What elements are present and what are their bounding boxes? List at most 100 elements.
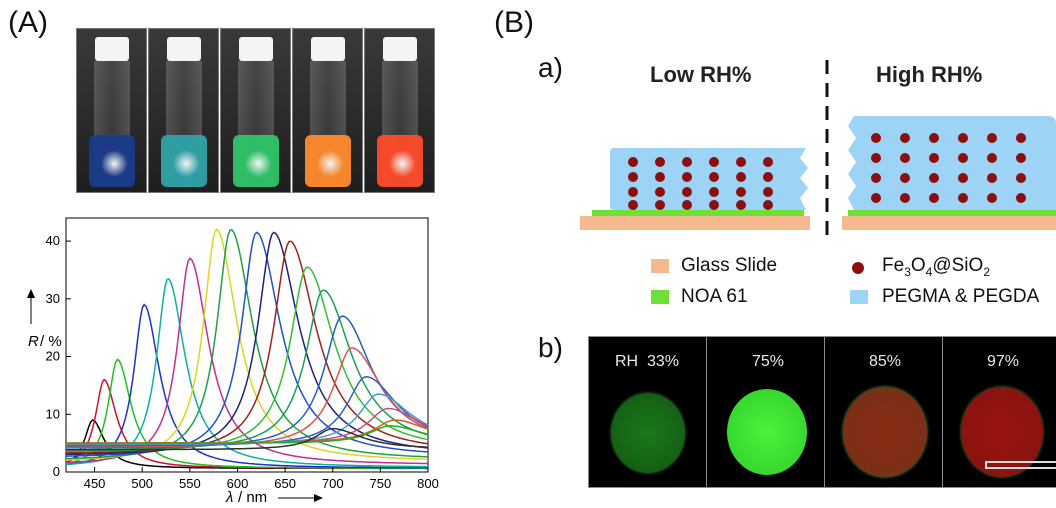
rh-value-33: 33%	[647, 353, 680, 370]
y-axis-label-unit: / %	[40, 333, 62, 350]
particle	[655, 157, 665, 167]
y-tick-label: 30	[46, 291, 60, 306]
vial-liquid	[161, 135, 207, 187]
rh-value-97: 97%	[987, 353, 1020, 370]
x-tick-label: 600	[227, 476, 249, 491]
particle	[871, 193, 881, 203]
spectrum-line	[66, 427, 429, 451]
legend-swatch-particle	[852, 262, 864, 274]
particle	[871, 133, 881, 143]
particle	[900, 133, 910, 143]
legend-label-particle: Fe3O4@SiO2	[882, 255, 990, 279]
panel-a-label: (A)	[8, 6, 48, 39]
vial-photo	[292, 28, 363, 193]
legend-label-hydrogel: PEGMA & PEGDA	[882, 286, 1040, 307]
vial-cap	[95, 37, 129, 61]
particle	[763, 172, 773, 182]
x-tick-label: 550	[179, 476, 201, 491]
y-tick-label: 40	[46, 233, 60, 248]
particle	[1016, 133, 1026, 143]
particle	[929, 153, 939, 163]
panel-b-label: (B)	[494, 6, 534, 39]
x-tick-label: 750	[370, 476, 392, 491]
particle	[900, 173, 910, 183]
glass-slide-high	[842, 216, 1056, 230]
particle	[709, 172, 719, 182]
particle	[987, 133, 997, 143]
vial-liquid	[377, 135, 423, 187]
particle	[628, 200, 638, 210]
x-axis-label-unit: / nm	[238, 489, 267, 506]
particle	[1016, 193, 1026, 203]
particle	[655, 172, 665, 182]
sub-panel-b-label: b)	[538, 332, 563, 363]
spectrum-line	[65, 303, 428, 469]
vial-photo	[364, 28, 435, 193]
low-rh-header: Low RH%	[650, 62, 752, 87]
spectrum-line	[65, 240, 429, 454]
x-tick-label: 450	[84, 476, 106, 491]
x-axis-label-var: λ	[225, 489, 233, 506]
particle	[763, 157, 773, 167]
particle	[682, 172, 692, 182]
particle	[987, 173, 997, 183]
y-tick-label: 10	[46, 406, 60, 421]
sub-panel-a-label: a)	[538, 52, 563, 83]
legend-swatch-glass	[651, 259, 669, 273]
particle	[958, 173, 968, 183]
film-disk-75	[727, 389, 807, 475]
y-tick-label: 20	[46, 349, 60, 364]
particle	[958, 193, 968, 203]
vial-cap	[383, 37, 417, 61]
spectrum-line	[66, 231, 429, 456]
vial-cap	[239, 37, 273, 61]
rh-prefix-label: RH	[615, 353, 639, 370]
vial-cap	[311, 37, 345, 61]
particle	[682, 157, 692, 167]
particle	[682, 200, 692, 210]
particle	[958, 153, 968, 163]
scale-bar	[985, 461, 1056, 469]
y-axis-label-var: R	[28, 333, 39, 350]
vial-photo	[220, 28, 291, 193]
y-tick-label: 0	[53, 464, 60, 479]
x-tick-label: 800	[417, 476, 439, 491]
particle	[709, 200, 719, 210]
spectrum-line	[66, 376, 429, 447]
particle	[1016, 153, 1026, 163]
plot-frame	[65, 217, 429, 473]
legend-label-noa: NOA 61	[681, 286, 748, 307]
humidity-schematic	[580, 60, 1056, 238]
hydrogel-low	[610, 148, 808, 210]
particle	[763, 187, 773, 197]
noa-layer-high	[848, 210, 1056, 216]
particle	[763, 200, 773, 210]
x-tick-label: 700	[322, 476, 344, 491]
high-rh-header: High RH%	[876, 62, 983, 87]
film-photo-75: 75%	[706, 336, 825, 488]
x-axis-arrow	[278, 494, 323, 502]
x-tick-label: 650	[274, 476, 296, 491]
legend-swatch-hydrogel	[850, 290, 868, 304]
particle	[709, 187, 719, 197]
spectrum-line	[65, 228, 429, 460]
particle	[900, 193, 910, 203]
x-tick-label: 500	[131, 476, 153, 491]
particle	[958, 133, 968, 143]
vial-cap	[167, 37, 201, 61]
vial-photo-strip	[76, 28, 436, 193]
rh-value-85: 85%	[869, 353, 902, 370]
glass-slide-low	[580, 216, 810, 230]
vial-liquid	[233, 135, 279, 187]
particle	[736, 172, 746, 182]
film-photo-97: 97%	[942, 336, 1056, 488]
particle	[929, 133, 939, 143]
legend-swatch-noa	[651, 290, 669, 304]
particle	[871, 153, 881, 163]
particle	[628, 172, 638, 182]
particle	[900, 153, 910, 163]
vial-photo	[76, 28, 147, 193]
particle	[736, 157, 746, 167]
vial-liquid	[305, 135, 351, 187]
